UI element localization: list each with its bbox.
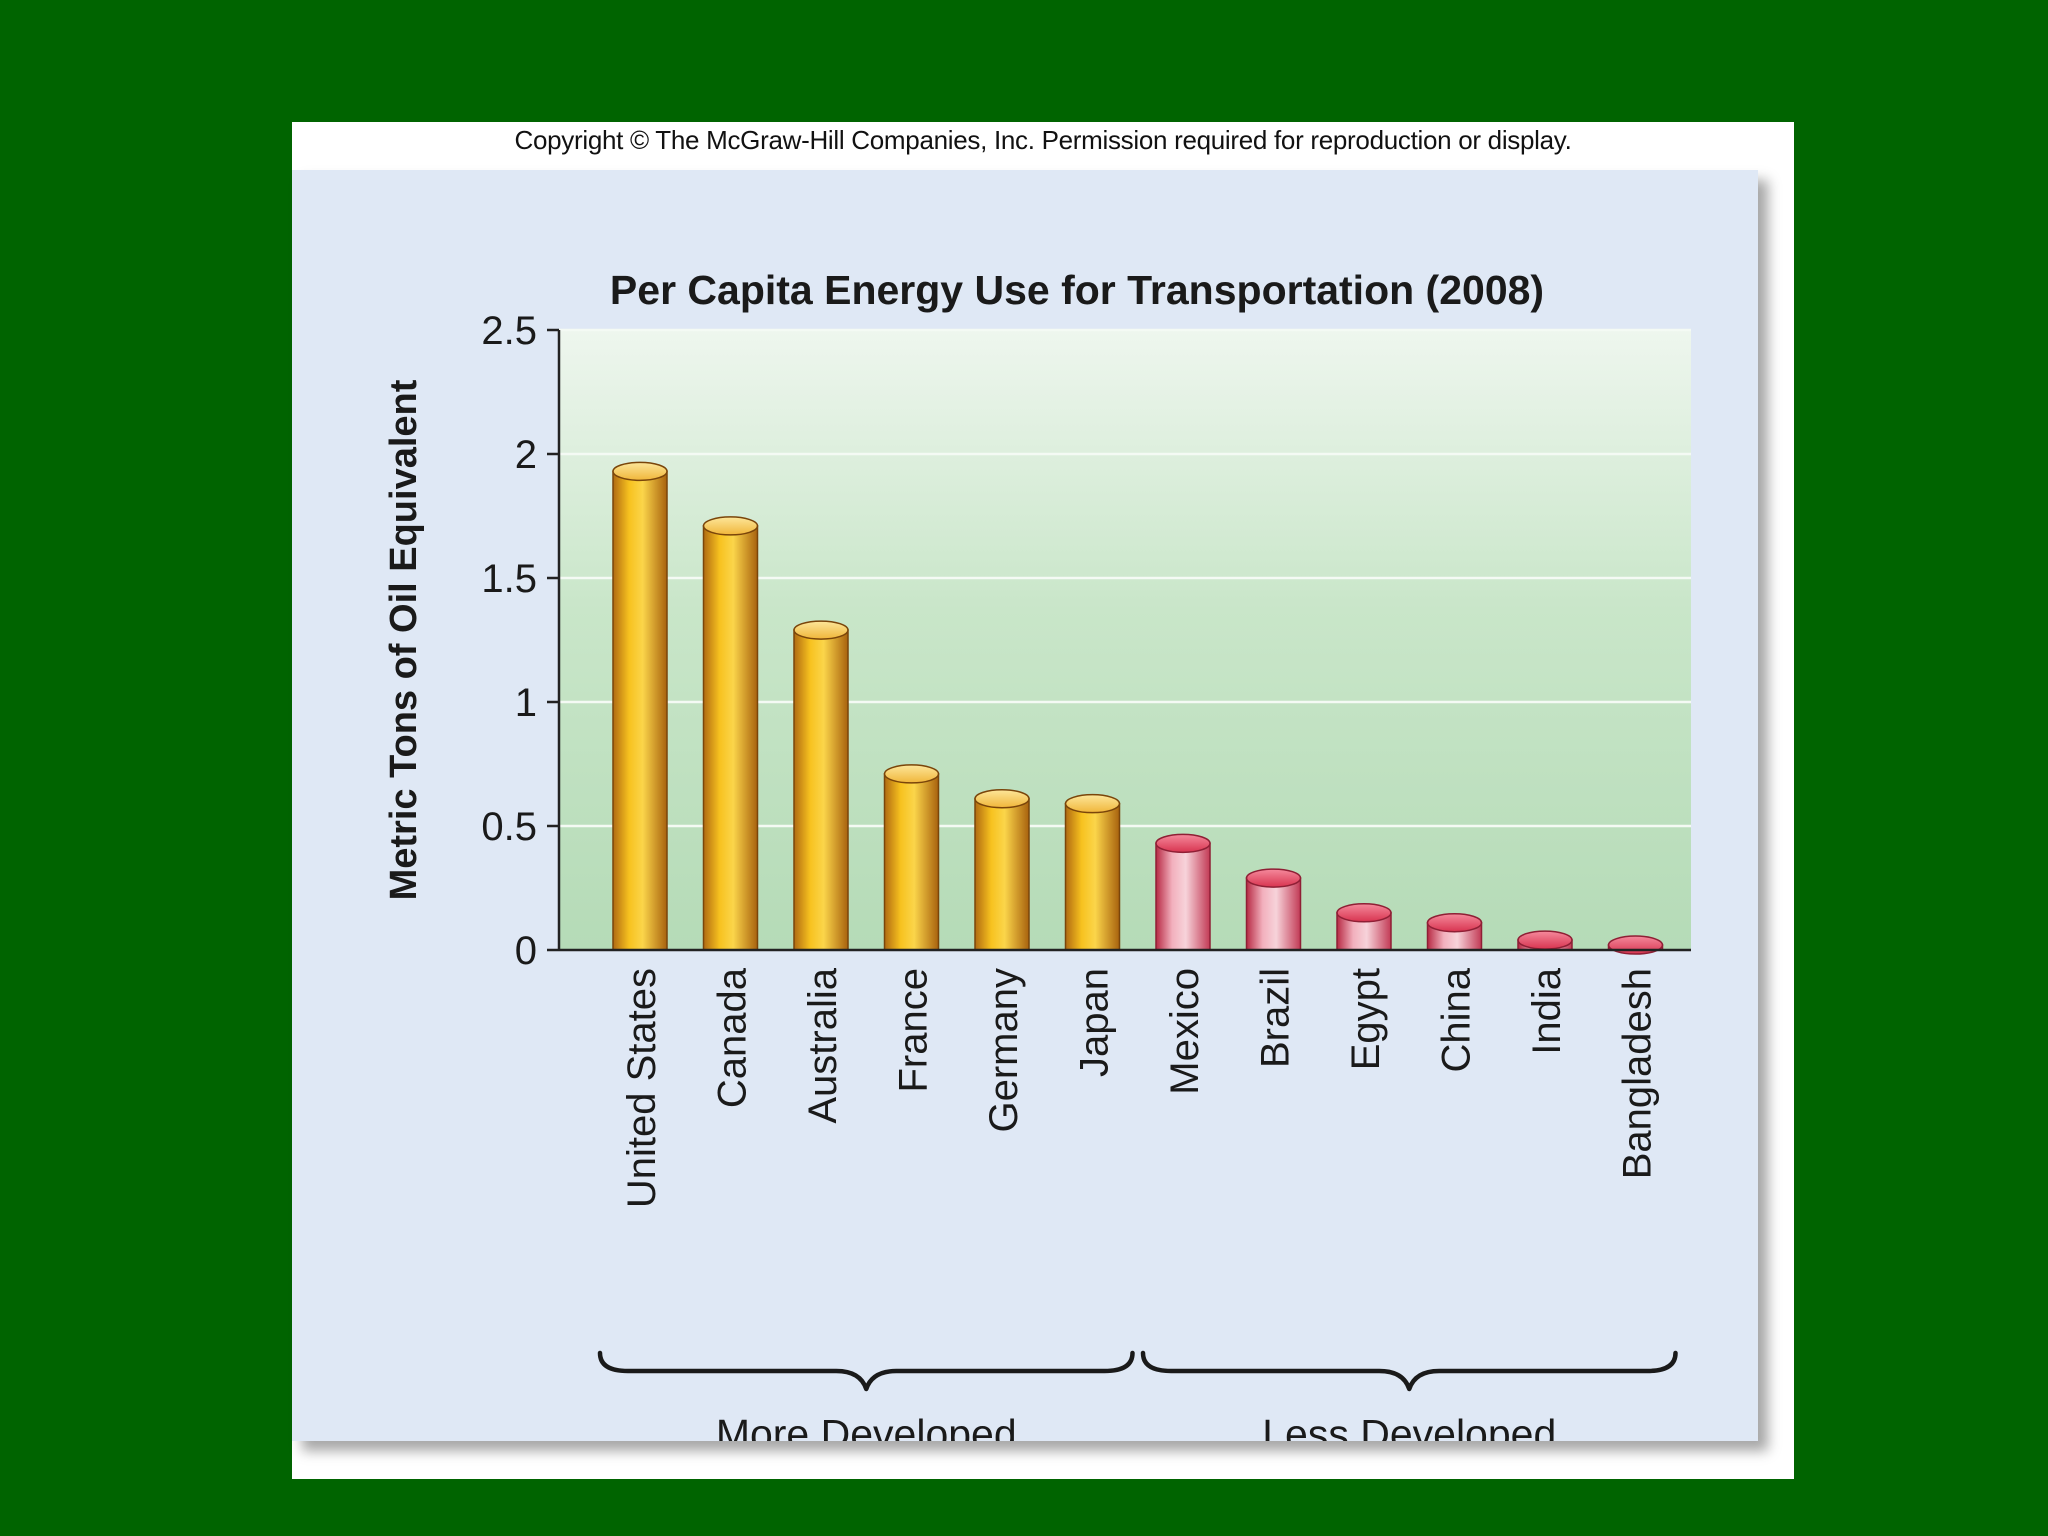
bar-australia (793, 620, 849, 951)
bar-united-states (612, 461, 668, 951)
x-tick-label: Canada (711, 967, 755, 1108)
bar-cap (612, 461, 668, 482)
bar-cap (974, 788, 1030, 809)
group-brace (597, 1350, 1135, 1392)
copyright-notice: Copyright © The McGraw-Hill Companies, I… (514, 125, 1572, 155)
figure-card: Copyright © The McGraw-Hill Companies, I… (292, 122, 1794, 1479)
x-tick-label: China (1435, 967, 1479, 1072)
group-brace (1140, 1350, 1678, 1392)
x-tick-label: Japan (1073, 968, 1117, 1077)
bar-mexico (1155, 833, 1211, 951)
bar-body (702, 525, 759, 951)
x-tick-label: Australia (801, 967, 845, 1123)
bar-body (883, 773, 940, 951)
x-tick-label: Germany (982, 968, 1026, 1133)
bar-india (1517, 930, 1573, 951)
bar-bangladesh (1607, 935, 1664, 955)
bar-cap (1426, 912, 1483, 933)
bar-cap (793, 620, 849, 640)
bar-japan (1064, 793, 1121, 951)
y-tick-label: 1 (515, 681, 537, 725)
group-label: Less Developed (1262, 1411, 1556, 1441)
bar-body (1245, 877, 1302, 951)
x-tick-label: Brazil (1254, 968, 1298, 1068)
y-tick-label: 0 (515, 929, 537, 973)
y-tick-label: 0.5 (481, 805, 537, 849)
y-tick-label: 2 (515, 433, 537, 477)
bar-cap (1245, 868, 1302, 888)
chart-title: Per Capita Energy Use for Transportation… (610, 267, 1544, 313)
bar-france (883, 764, 940, 951)
x-tick-label: Bangladesh (1616, 968, 1660, 1179)
bar-body (1155, 842, 1211, 951)
bar-body (612, 470, 668, 951)
bar-cap (702, 516, 759, 536)
bar-canada (702, 516, 759, 951)
bar-germany (974, 788, 1030, 951)
bar-egypt (1336, 903, 1392, 951)
bar-cap (1607, 935, 1664, 955)
bar-cap (1517, 930, 1573, 950)
bar-cap (883, 764, 940, 784)
x-tick-label: Mexico (1163, 968, 1207, 1095)
bar-china (1426, 912, 1483, 951)
x-tick-label: United States (620, 968, 664, 1208)
bar-cap (1336, 903, 1392, 923)
bar-chart: 0 0.5 1 1.5 2 2.5 United States Canada Australi… (383, 267, 1691, 1441)
y-tick-label: 2.5 (481, 309, 537, 353)
x-tick-label: France (892, 968, 936, 1093)
group-label: More Developed (716, 1411, 1017, 1441)
bar-body (1064, 802, 1121, 951)
x-tick-label: India (1525, 967, 1569, 1054)
x-tick-label: Egypt (1344, 968, 1388, 1070)
bar-cap (1155, 833, 1211, 854)
y-axis-label: Metric Tons of Oil Equivalent (383, 379, 425, 900)
bar-cap (1064, 793, 1121, 814)
y-tick-label: 1.5 (481, 557, 537, 601)
bar-brazil (1245, 868, 1302, 951)
bar-body (793, 629, 849, 951)
bar-body (974, 797, 1030, 951)
chart-panel: 0 0.5 1 1.5 2 2.5 United States Canada Australi… (292, 170, 1758, 1441)
